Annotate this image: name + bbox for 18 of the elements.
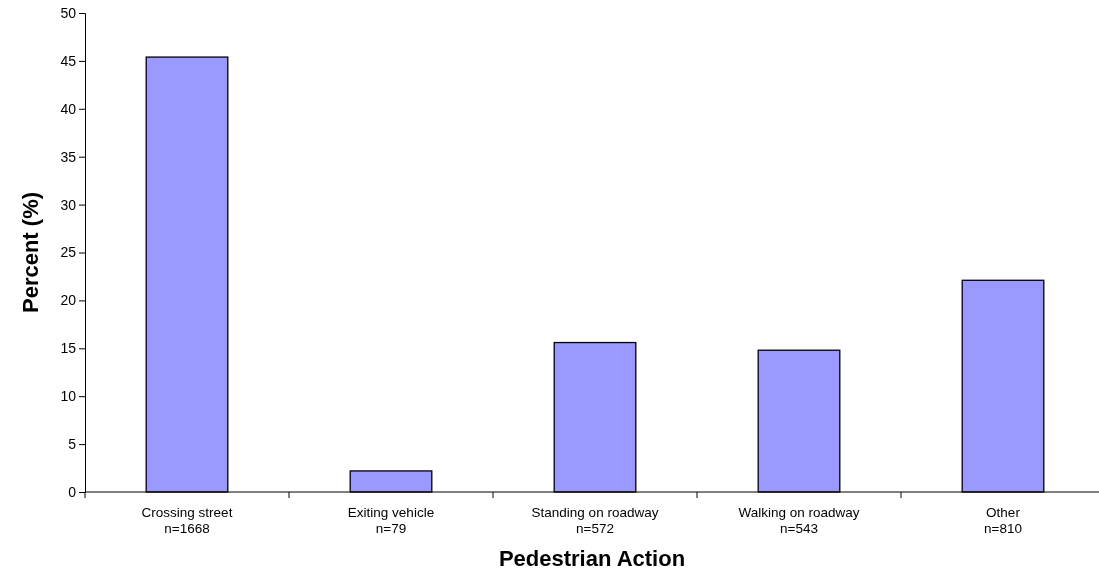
x-tick-label: Standing on roadway n=572: [531, 505, 659, 536]
x-tick-label: Crossing street n=1668: [141, 505, 233, 536]
y-tick-label: 35: [60, 148, 77, 165]
x-tick-label: Exiting vehicle n=79: [347, 505, 435, 536]
y-tick-label: 5: [68, 436, 77, 453]
y-tick-label: 0: [68, 483, 77, 500]
y-tick-label: 50: [60, 4, 77, 21]
y-tick-label: 45: [60, 52, 77, 69]
x-tick-label: Other n=810: [984, 505, 1022, 536]
y-tick-label: 30: [60, 196, 77, 213]
y-tick-label: 10: [60, 388, 77, 405]
y-tick-label: 20: [60, 292, 77, 309]
x-axis-title: Pedestrian Action: [498, 546, 686, 571]
y-axis-title: Percent (%): [18, 191, 43, 314]
y-tick-label: 40: [60, 100, 77, 117]
x-tick-label: Walking on roadway n=543: [738, 505, 860, 536]
y-tick-label: 15: [60, 340, 77, 357]
y-tick-label: 25: [60, 244, 77, 261]
